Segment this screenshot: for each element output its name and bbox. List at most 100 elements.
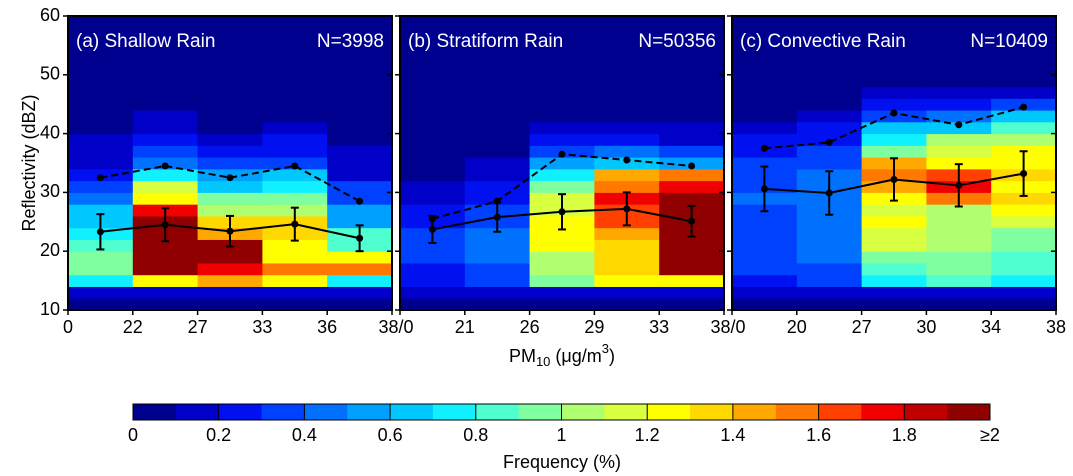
heat-cell xyxy=(68,86,134,99)
dashed-point xyxy=(558,150,566,158)
heat-cell xyxy=(262,251,328,264)
heat-cell xyxy=(197,286,263,299)
heat-cell xyxy=(68,262,134,276)
mean-point xyxy=(356,234,364,242)
heat-cell xyxy=(262,274,328,287)
colorbar-tick-label: 0 xyxy=(128,425,138,445)
heat-cell xyxy=(594,145,660,158)
heat-cell xyxy=(926,98,992,111)
heat-cell xyxy=(327,157,393,170)
heat-cell xyxy=(529,86,595,99)
heat-cell xyxy=(327,180,393,193)
heat-cell xyxy=(529,157,595,170)
heat-cell xyxy=(400,110,466,123)
dashed-point xyxy=(291,162,299,170)
panel-frame xyxy=(731,15,1057,311)
heat-cell xyxy=(464,168,531,182)
heat-cell xyxy=(659,86,725,99)
x-tick-label: 38/0 xyxy=(710,317,745,337)
heat-cell xyxy=(732,298,798,311)
colorbar-tick-label: 0.6 xyxy=(378,425,403,445)
heat-cell xyxy=(659,168,725,182)
heat-cell xyxy=(529,251,595,264)
heat-cell xyxy=(68,298,134,311)
heat-cell xyxy=(796,286,863,299)
heat-cell xyxy=(68,121,134,135)
panel-count: N=3998 xyxy=(317,31,384,52)
heat-cell xyxy=(594,74,660,88)
heat-cell xyxy=(68,286,134,299)
heat-cell xyxy=(659,262,725,276)
heat-cell xyxy=(796,274,863,287)
heat-cell xyxy=(991,110,1057,123)
colorbar-tick-label: 0.2 xyxy=(206,425,231,445)
x-tick-label: 33 xyxy=(252,317,272,337)
heat-cell xyxy=(926,286,992,299)
heat-cell xyxy=(796,227,863,240)
heat-cell xyxy=(262,168,328,182)
heat-cell xyxy=(464,274,531,287)
mean-point xyxy=(760,185,768,193)
heat-cell xyxy=(594,239,660,252)
x-tick-label: 20 xyxy=(787,317,807,337)
heat-cell xyxy=(529,298,595,311)
heat-cell xyxy=(594,298,660,311)
x-label-end: ) xyxy=(609,346,615,366)
heat-cell xyxy=(659,192,725,205)
heat-cell xyxy=(796,74,863,88)
heat-cell xyxy=(262,110,328,123)
mean-point xyxy=(1020,170,1028,178)
heat-cell xyxy=(132,98,199,111)
heat-cell xyxy=(861,86,927,99)
x-tick-label: 27 xyxy=(188,317,208,337)
heat-cell xyxy=(464,98,531,111)
heat-cell xyxy=(132,121,199,135)
mean-point xyxy=(493,213,501,221)
heat-cell xyxy=(197,110,263,123)
heat-cell xyxy=(796,215,863,229)
dashed-point xyxy=(688,162,696,170)
heat-cell xyxy=(659,133,725,146)
heat-cell xyxy=(529,274,595,287)
heat-cell xyxy=(68,251,134,264)
heat-cell xyxy=(926,133,992,146)
heat-cell xyxy=(659,180,725,193)
heat-cell xyxy=(464,286,531,299)
x-tick-label: 26 xyxy=(520,317,540,337)
heat-cell xyxy=(400,145,466,158)
heat-cell xyxy=(594,168,660,182)
panel-title: (b) Stratiform Rain xyxy=(408,31,563,52)
mean-point xyxy=(291,220,299,228)
heat-cell xyxy=(796,86,863,99)
heat-cell xyxy=(926,204,992,217)
colorbar-segment xyxy=(218,404,263,420)
colorbar-segment xyxy=(347,404,391,420)
heat-cell xyxy=(732,239,798,252)
heat-cell xyxy=(861,121,927,135)
x-tick-label: 21 xyxy=(455,317,475,337)
heat-cell xyxy=(732,86,798,99)
heat-cell xyxy=(529,239,595,252)
heat-cell xyxy=(529,286,595,299)
heat-cell xyxy=(991,204,1057,217)
heat-cell xyxy=(400,286,466,299)
heat-cell xyxy=(68,180,134,193)
x-label-sup: 3 xyxy=(602,341,609,356)
heat-cell xyxy=(262,180,328,193)
heat-cell xyxy=(68,110,134,123)
mean-point xyxy=(890,175,898,183)
heat-cell xyxy=(400,204,466,217)
colorbar-tick-label: 1.2 xyxy=(635,425,660,445)
heat-cell xyxy=(796,157,863,170)
heat-cell xyxy=(464,133,531,146)
heat-cell xyxy=(926,215,992,229)
heat-cell xyxy=(926,274,992,287)
dashed-point xyxy=(623,156,631,164)
mean-point xyxy=(688,217,696,225)
heat-cell xyxy=(732,157,798,170)
mean-point xyxy=(955,181,963,189)
panel-count: N=50356 xyxy=(638,31,716,52)
heat-cell xyxy=(132,286,199,299)
heat-cell xyxy=(594,121,660,135)
heat-cell xyxy=(197,98,263,111)
